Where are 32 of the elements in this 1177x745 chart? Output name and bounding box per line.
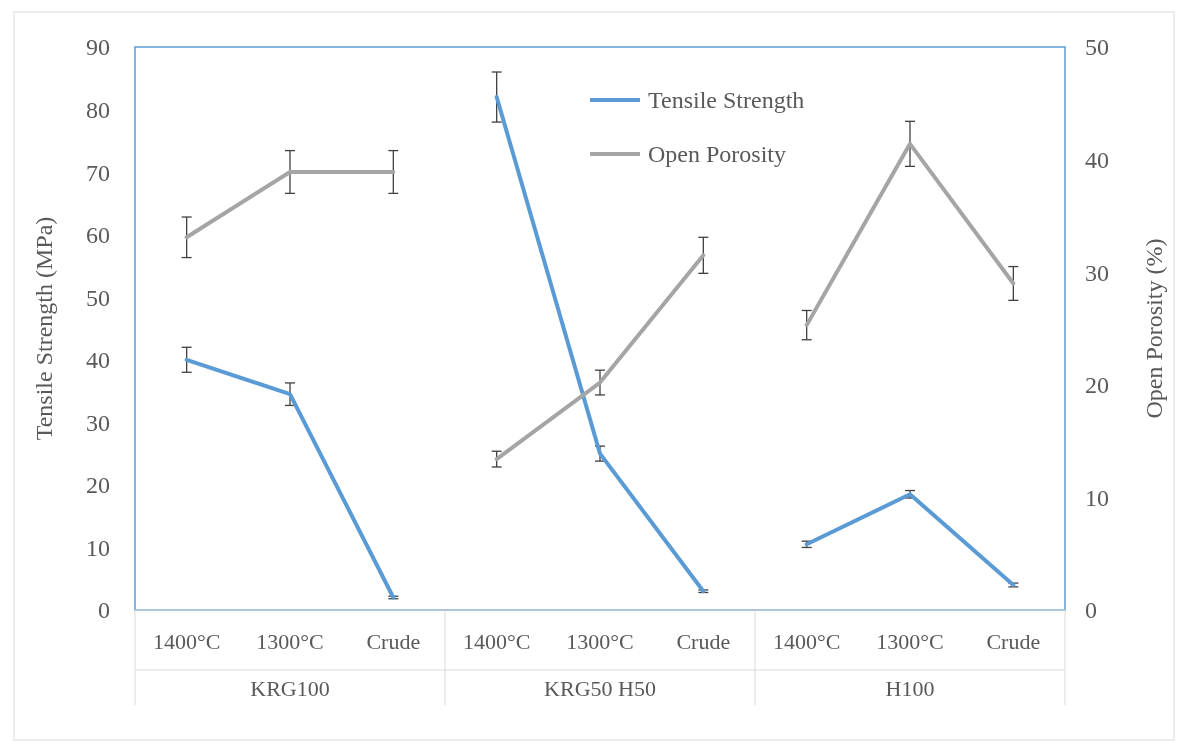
y-tick-label: 80 <box>86 96 110 123</box>
y-tick-label: 20 <box>86 472 110 499</box>
text: KRG50 H50 <box>544 675 656 701</box>
y-tick-label: 50 <box>86 284 110 311</box>
x-tick-label: Crude <box>676 628 731 654</box>
x-tick-label: 1300°C <box>876 628 944 654</box>
y-axis-title: Tensile Strength (MPa) <box>31 216 57 441</box>
text: KRG100 <box>250 675 330 701</box>
x-tick-label: Crude <box>366 628 421 654</box>
y-tick-label: 30 <box>86 409 110 436</box>
y2-tick-label: 20 <box>1085 372 1109 399</box>
legend-label: Open Porosity <box>648 141 786 168</box>
x-tick-label: 1400°C <box>462 628 531 654</box>
y-tick-label: 40 <box>86 347 110 374</box>
y2-tick-label: 50 <box>1085 34 1109 61</box>
y2-axis-title: Open Porosity (%) <box>1141 238 1167 419</box>
y-tick-label: 90 <box>86 34 110 61</box>
y-tick-label: 0 <box>98 597 110 624</box>
y2-tick-label: 0 <box>1085 597 1097 624</box>
x-tick-label: 1300°C <box>256 628 324 654</box>
x-tick-label: 1400°C <box>772 628 841 654</box>
text: H100 <box>885 675 935 701</box>
legend-label: Tensile Strength <box>648 87 805 114</box>
y2-tick-label: 10 <box>1085 484 1109 511</box>
y-tick-label: 70 <box>86 159 110 186</box>
x-tick-label: 1400°C <box>152 628 221 654</box>
y-tick-label: 60 <box>86 222 110 249</box>
y2-tick-label: 30 <box>1085 259 1109 286</box>
y2-tick-label: 40 <box>1085 147 1109 173</box>
x-tick-label: Crude <box>986 628 1041 654</box>
x-tick-label: 1300°C <box>566 628 634 654</box>
y-tick-label: 10 <box>86 534 110 561</box>
